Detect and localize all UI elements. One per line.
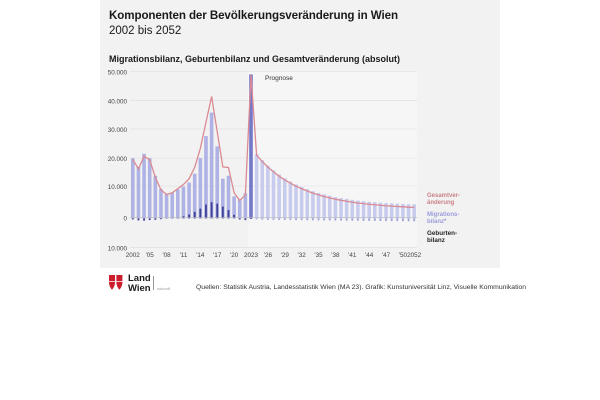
svg-text:40.000: 40.000 <box>108 99 128 106</box>
svg-text:'26: '26 <box>264 252 273 259</box>
svg-text:20.000: 20.000 <box>108 156 128 163</box>
svg-text:10.000: 10.000 <box>108 246 128 253</box>
svg-text:'47: '47 <box>382 252 391 259</box>
svg-text:'11: '11 <box>180 252 188 259</box>
svg-text:bilanz: bilanz <box>427 237 445 244</box>
svg-text:'41: '41 <box>348 252 357 259</box>
svg-text:'08: '08 <box>162 252 171 259</box>
svg-text:Migrations-: Migrations- <box>427 212 459 218</box>
svg-text:2023: 2023 <box>244 252 259 259</box>
svg-text:'29: '29 <box>281 252 290 259</box>
svg-text:'20: '20 <box>230 252 239 259</box>
svg-text:'14: '14 <box>196 252 205 259</box>
svg-text:Prognose: Prognose <box>265 75 293 82</box>
svg-text:0: 0 <box>123 216 127 223</box>
svg-text:bilanz*: bilanz* <box>427 219 447 225</box>
svg-text:'35: '35 <box>314 252 323 259</box>
svg-text:änderung: änderung <box>427 200 455 206</box>
svg-text:2052: 2052 <box>407 252 422 259</box>
svg-text:'17: '17 <box>213 252 222 259</box>
svg-text:'44: '44 <box>365 252 374 259</box>
svg-text:Geburten-: Geburten- <box>427 230 457 237</box>
svg-text:'05: '05 <box>146 252 155 259</box>
svg-text:30.000: 30.000 <box>108 127 128 134</box>
svg-text:Gesamtver-: Gesamtver- <box>427 193 460 199</box>
svg-text:2002: 2002 <box>126 252 141 259</box>
svg-text:'32: '32 <box>298 252 307 259</box>
svg-text:'38: '38 <box>331 252 340 259</box>
svg-text:10.000: 10.000 <box>108 184 128 191</box>
svg-text:50.000: 50.000 <box>108 70 128 77</box>
